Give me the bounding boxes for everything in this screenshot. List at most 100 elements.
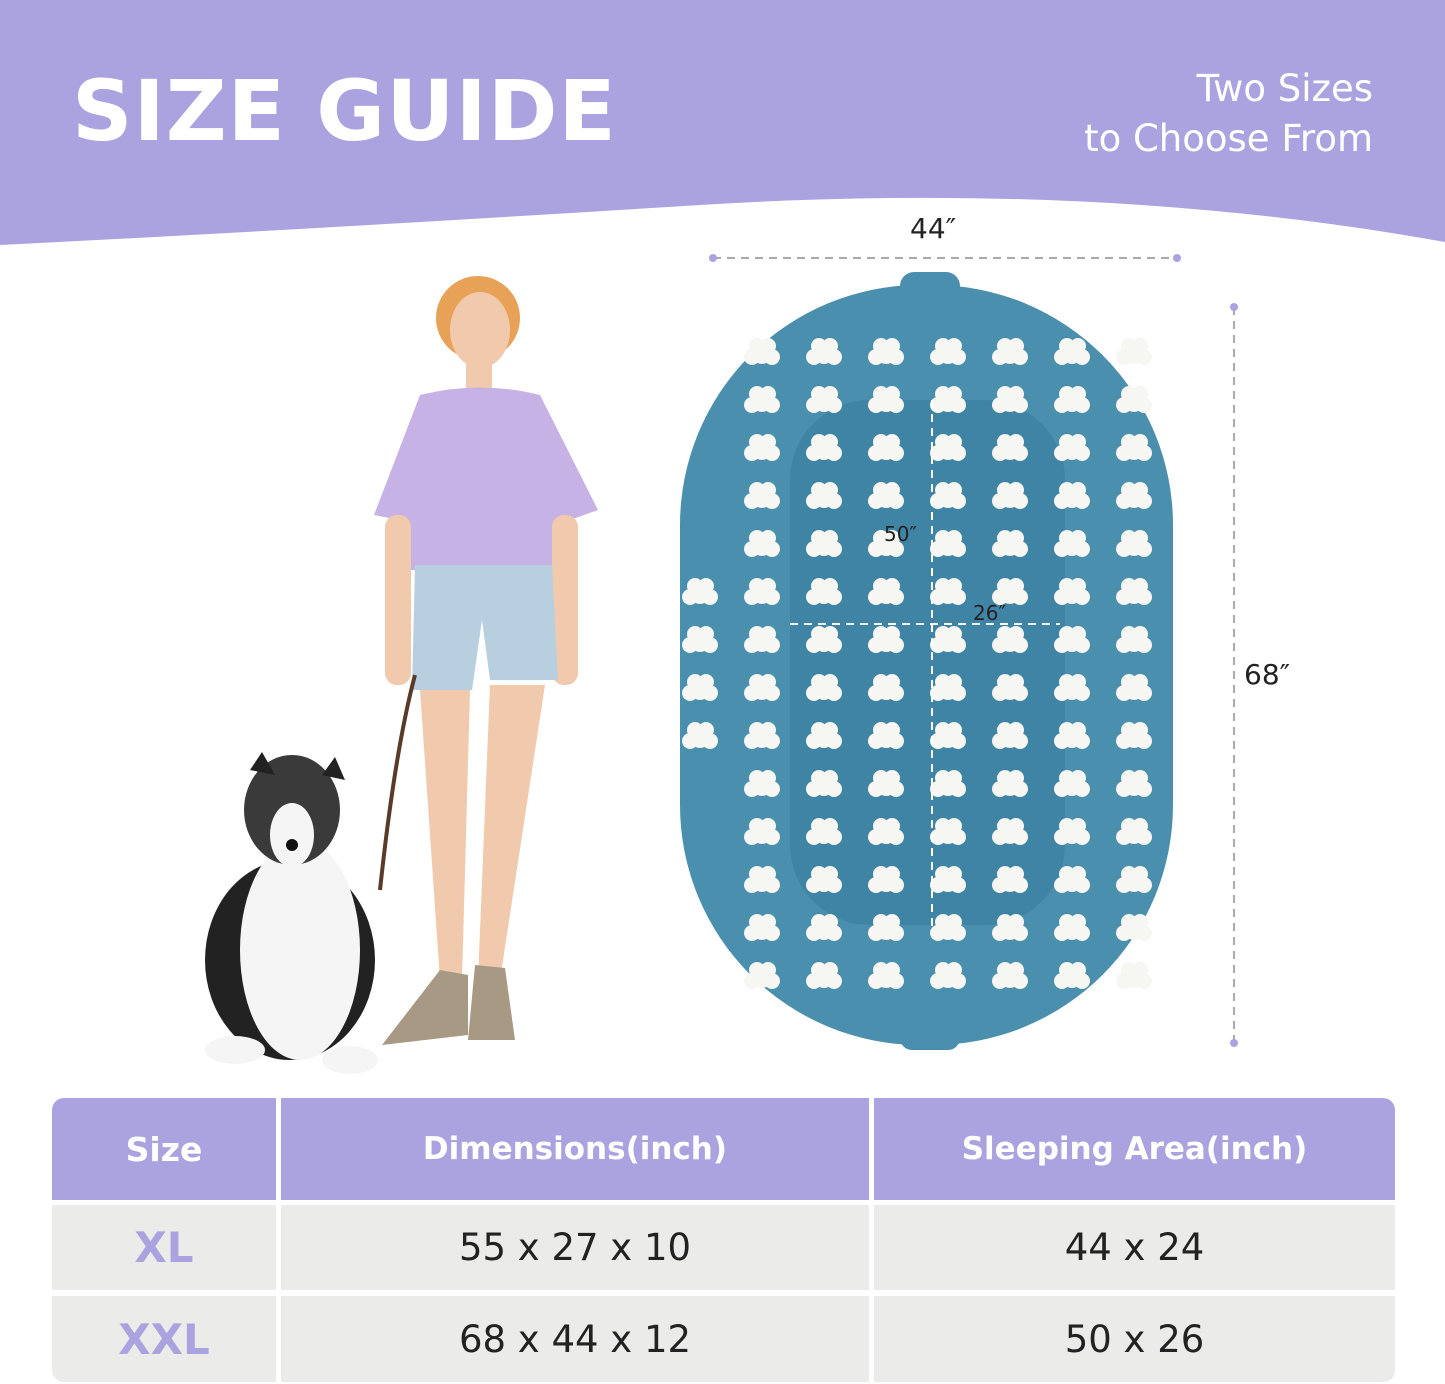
cloud-print-icon xyxy=(992,338,1028,365)
cloud-print-icon xyxy=(868,674,904,701)
cloud-print-icon xyxy=(1054,722,1090,749)
cloud-print-icon xyxy=(1116,626,1152,653)
cloud-print-icon xyxy=(992,866,1028,893)
page-title: SIZE GUIDE xyxy=(72,62,617,160)
cloud-print-icon xyxy=(930,722,966,749)
cloud-print-icon xyxy=(682,578,718,605)
cloud-print-icon xyxy=(930,578,966,605)
cloud-print-icon xyxy=(1054,626,1090,653)
cloud-print-icon xyxy=(1054,578,1090,605)
cloud-print-icon xyxy=(868,386,904,413)
cloud-print-icon xyxy=(1116,770,1152,797)
cloud-print-icon xyxy=(744,530,780,557)
cloud-print-icon xyxy=(806,386,842,413)
cloud-print-icon xyxy=(806,722,842,749)
cloud-print-icon xyxy=(992,722,1028,749)
cloud-print-icon xyxy=(744,386,780,413)
cloud-print-icon xyxy=(682,722,718,749)
cloud-print-icon xyxy=(930,386,966,413)
cloud-print-icon xyxy=(992,962,1028,989)
cloud-print-icon xyxy=(806,674,842,701)
outer-width-label: 44″ xyxy=(910,212,957,245)
cloud-print-icon xyxy=(868,530,904,557)
cloud-print-icon xyxy=(1116,818,1152,845)
cloud-print-icon xyxy=(806,578,842,605)
cloud-print-icon xyxy=(1054,530,1090,557)
inner-dimension-lines xyxy=(790,400,1060,927)
cloud-print-icon xyxy=(868,722,904,749)
row-xl-dimensions: 55 x 27 x 10 xyxy=(281,1205,869,1290)
cloud-print-icon xyxy=(930,482,966,509)
cloud-print-icon xyxy=(868,914,904,941)
cloud-print-icon xyxy=(992,914,1028,941)
cloud-print-icon xyxy=(744,482,780,509)
cloud-print-icon xyxy=(868,818,904,845)
cloud-print-icon xyxy=(806,434,842,461)
row-xxl-sleeping-area: 50 x 26 xyxy=(874,1296,1395,1382)
row-xl-sleeping-area: 44 x 24 xyxy=(874,1205,1395,1290)
outer-width-dimension-line xyxy=(709,254,1181,262)
cloud-print-icon xyxy=(744,626,780,653)
cloud-print-icon xyxy=(930,818,966,845)
cloud-print-icon xyxy=(992,482,1028,509)
cloud-print-icon xyxy=(930,530,966,557)
cloud-print-icon xyxy=(682,626,718,653)
cloud-print-icon xyxy=(1116,962,1152,989)
cloud-print-icon xyxy=(930,338,966,365)
cloud-print-icon xyxy=(1054,338,1090,365)
cloud-print-icon xyxy=(1116,434,1152,461)
cloud-print-icon xyxy=(744,818,780,845)
person-illustration xyxy=(374,276,598,1045)
cloud-print-icon xyxy=(1054,962,1090,989)
cloud-print-icon xyxy=(744,674,780,701)
cloud-print-icon xyxy=(1054,482,1090,509)
cloud-print-icon xyxy=(868,626,904,653)
cloud-print-icon xyxy=(1054,674,1090,701)
cloud-print-icon xyxy=(806,866,842,893)
cloud-print-icon xyxy=(744,434,780,461)
inner-width-label: 26″ xyxy=(973,601,1006,625)
cloud-print-icon xyxy=(806,818,842,845)
row-xl-size: XL xyxy=(52,1205,276,1290)
subtitle-line-2: to Choose From xyxy=(1084,117,1373,160)
product-illustration xyxy=(205,254,1238,1074)
cloud-print-icon xyxy=(1116,674,1152,701)
cloud-print-icon xyxy=(868,338,904,365)
dog-illustration xyxy=(205,752,378,1074)
header-size: Size xyxy=(52,1098,276,1200)
cloud-print-icon xyxy=(868,482,904,509)
cloud-print-icon xyxy=(1054,434,1090,461)
cloud-print-icon xyxy=(1116,338,1152,365)
cloud-print-icon xyxy=(930,434,966,461)
cloud-print-icon xyxy=(930,626,966,653)
header-banner xyxy=(0,0,1445,245)
cloud-print-icon xyxy=(806,962,842,989)
cloud-print-icon xyxy=(806,482,842,509)
cloud-print-icon xyxy=(744,770,780,797)
cloud-print-icon xyxy=(868,770,904,797)
cloud-print-icon xyxy=(682,674,718,701)
cloud-print-icon xyxy=(930,866,966,893)
subtitle-line-1: Two Sizes xyxy=(1196,67,1373,110)
cloud-print-icon xyxy=(806,338,842,365)
cloud-print-icon xyxy=(744,914,780,941)
cloud-print-icon xyxy=(1054,818,1090,845)
cloud-print-icon xyxy=(744,722,780,749)
cloud-print-icon xyxy=(806,626,842,653)
cloud-print-icon xyxy=(868,866,904,893)
cloud-print-icon xyxy=(1054,866,1090,893)
cloud-print-icon xyxy=(1116,914,1152,941)
cloud-print-icon xyxy=(1116,722,1152,749)
cloud-print-icon xyxy=(1054,914,1090,941)
cloud-print-icon xyxy=(868,578,904,605)
cloud-print-icon xyxy=(868,434,904,461)
cloud-print-icon xyxy=(992,530,1028,557)
cloud-print-icon xyxy=(930,962,966,989)
cloud-print-icon xyxy=(1054,386,1090,413)
cloud-print-icon xyxy=(1054,770,1090,797)
cloud-print-icon xyxy=(744,962,780,989)
cloud-print-icon xyxy=(930,674,966,701)
cloud-print-icon xyxy=(930,914,966,941)
cloud-print-icon xyxy=(868,962,904,989)
row-xxl-dimensions: 68 x 44 x 12 xyxy=(281,1296,869,1382)
